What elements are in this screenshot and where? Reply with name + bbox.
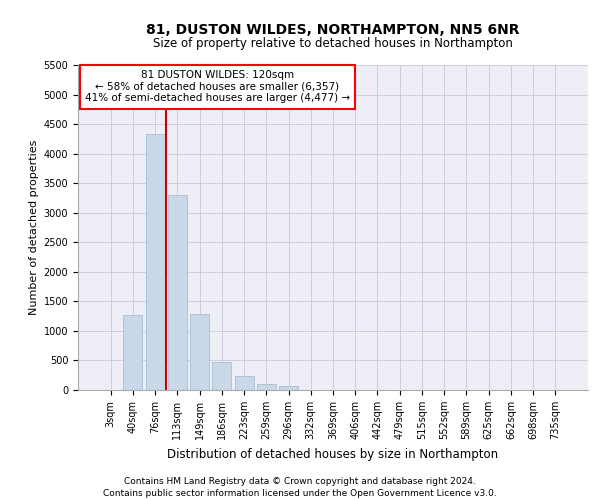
Bar: [279, 386, 298, 390]
Text: 81 DUSTON WILDES: 120sqm
← 58% of detached houses are smaller (6,357)
41% of sem: 81 DUSTON WILDES: 120sqm ← 58% of detach…: [85, 70, 350, 104]
Text: Size of property relative to detached houses in Northampton: Size of property relative to detached ho…: [153, 38, 513, 51]
Text: Contains public sector information licensed under the Open Government Licence v3: Contains public sector information licen…: [103, 489, 497, 498]
Text: 81, DUSTON WILDES, NORTHAMPTON, NN5 6NR: 81, DUSTON WILDES, NORTHAMPTON, NN5 6NR: [146, 22, 520, 36]
Text: Contains HM Land Registry data © Crown copyright and database right 2024.: Contains HM Land Registry data © Crown c…: [124, 478, 476, 486]
Y-axis label: Number of detached properties: Number of detached properties: [29, 140, 40, 315]
X-axis label: Distribution of detached houses by size in Northampton: Distribution of detached houses by size …: [167, 448, 499, 460]
Bar: [146, 134, 164, 390]
Bar: [124, 315, 142, 390]
Bar: [168, 195, 187, 390]
Bar: [257, 384, 276, 390]
Bar: [235, 376, 254, 390]
Bar: [190, 314, 209, 390]
Bar: [212, 362, 231, 390]
